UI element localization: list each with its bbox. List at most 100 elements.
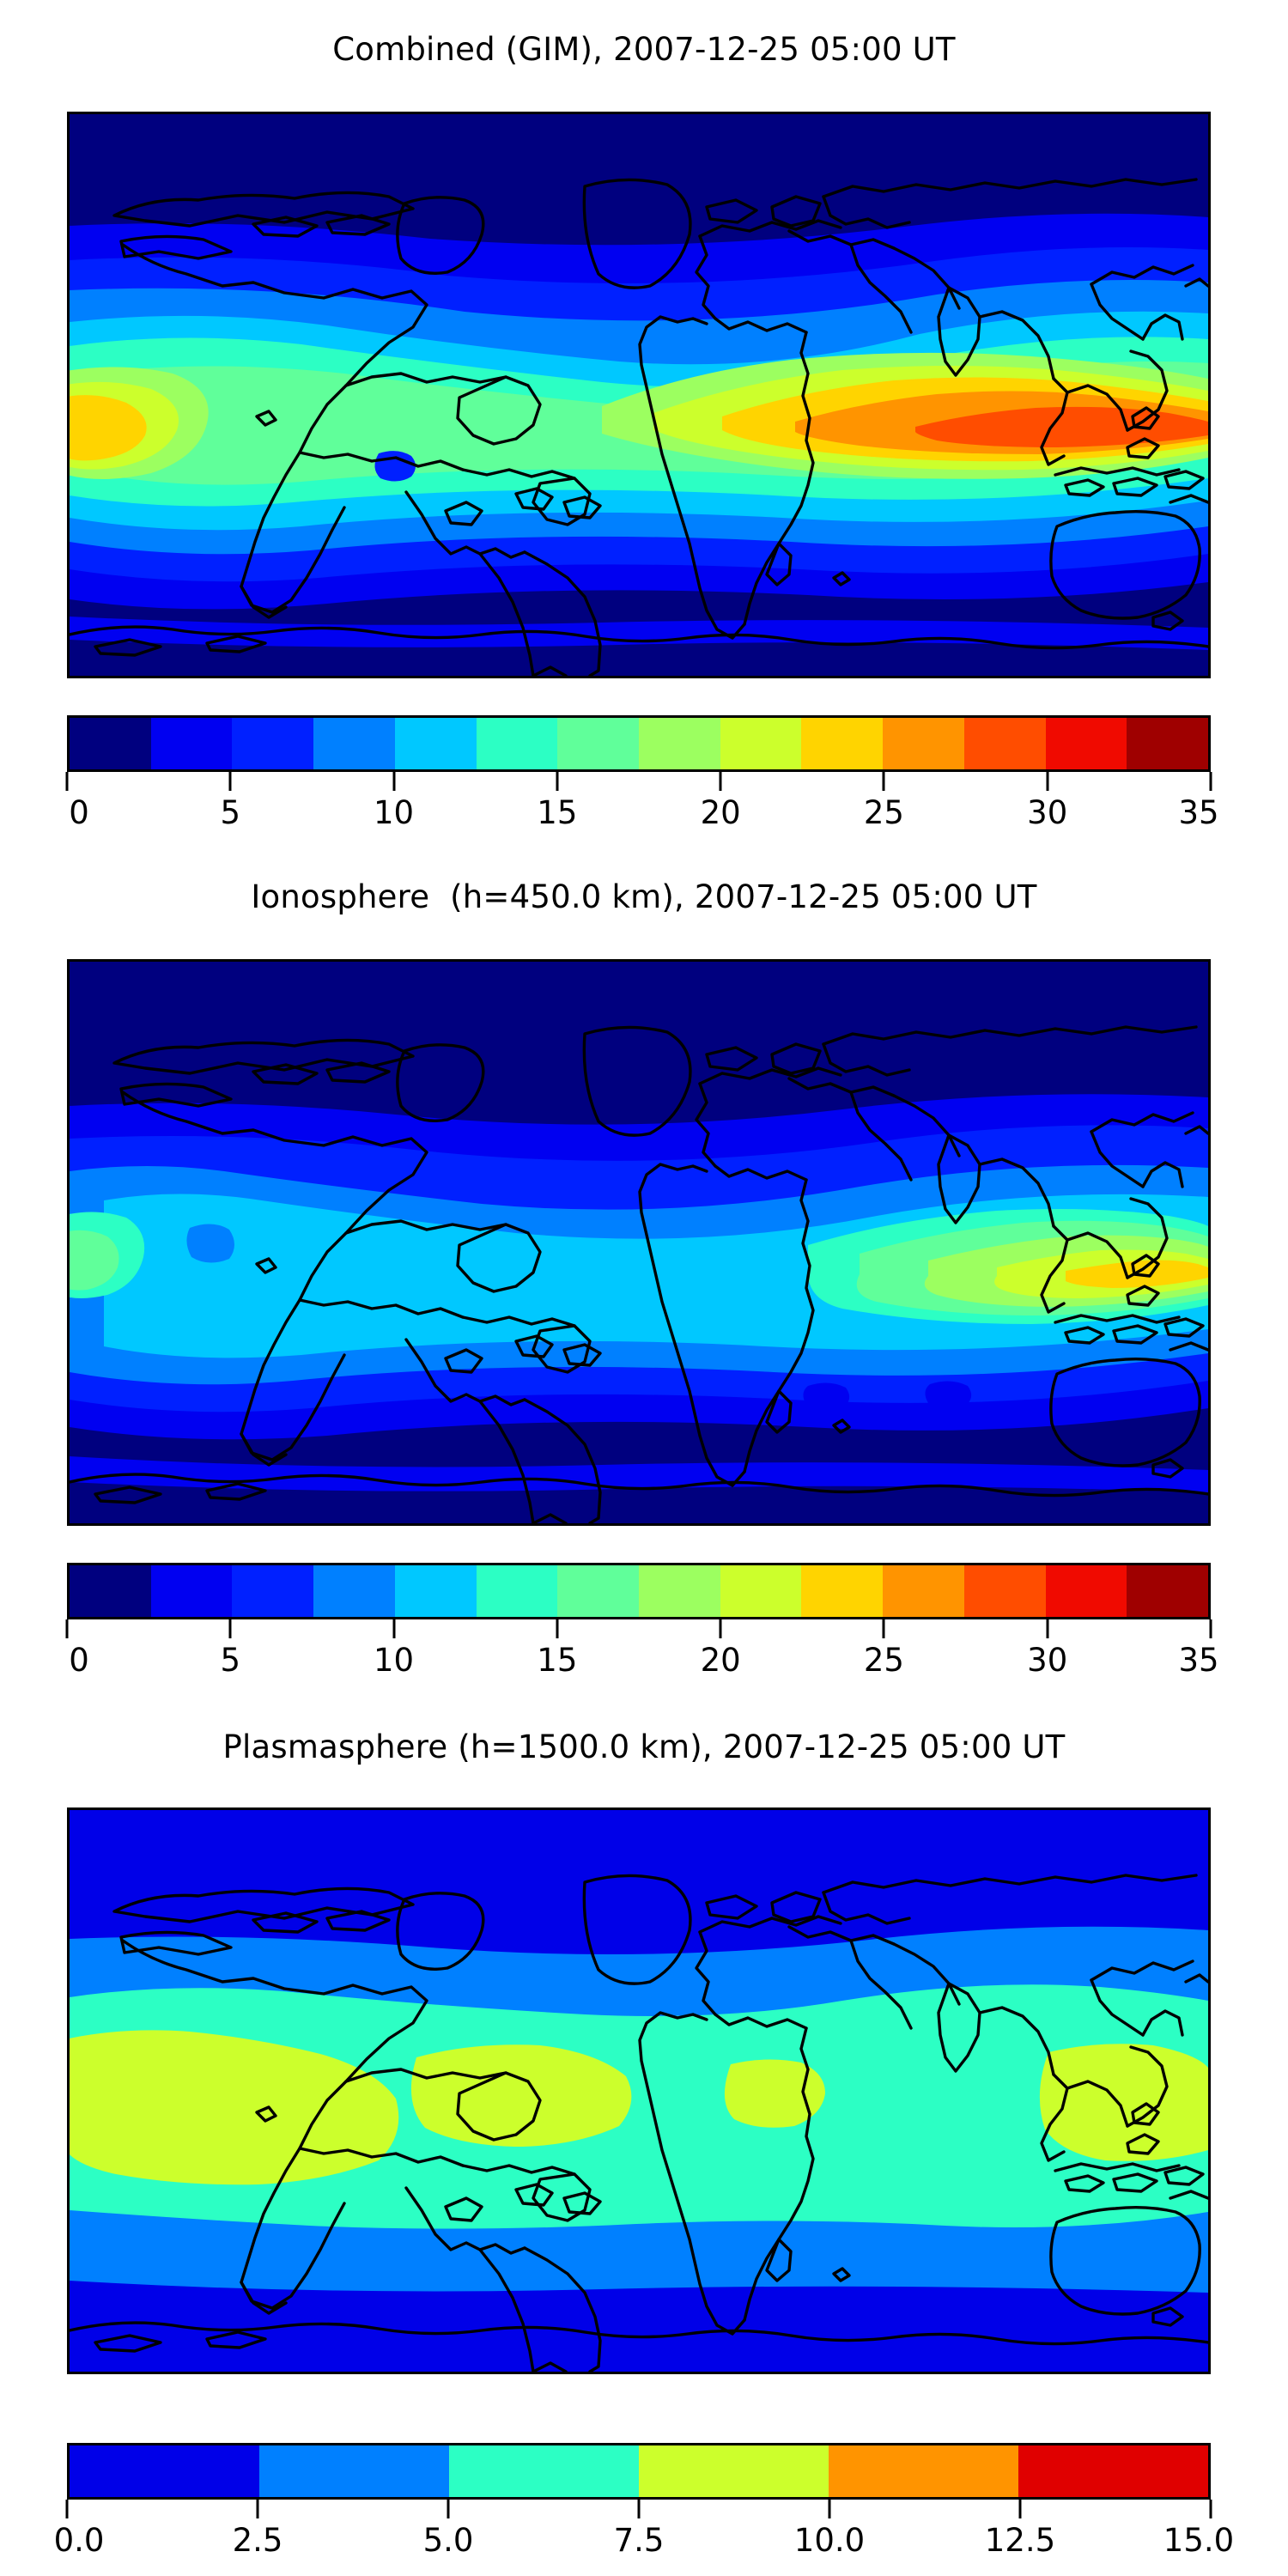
colorbar-tick-label-2: 10: [374, 794, 415, 831]
coastlines-plasmasphere: [70, 1874, 1208, 2372]
colorbar-tick-label-0: 0: [69, 1642, 89, 1679]
colorbar-tick-7: [1209, 1619, 1212, 1638]
contour-field-combined: [70, 114, 1208, 676]
colorbar-tick-5: [882, 1619, 885, 1638]
colorbar-band-3: [639, 2445, 829, 2497]
colorbar-band-4: [394, 718, 477, 769]
colorbar-tick-label-1: 5: [220, 1642, 241, 1679]
colorbar-tick-label-2: 5.0: [422, 2522, 474, 2559]
colorbar-plasmasphere: 0.0 2.5 5.0 7.5 10.0 12.5 15.0: [54, 2443, 1235, 2563]
colorbar-tick-2: [447, 2500, 450, 2518]
colorbar-tick-label-0: 0.0: [53, 2522, 105, 2559]
colorbar-tick-label-6: 15.0: [1163, 2522, 1235, 2559]
colorbar-tick-4: [719, 1619, 722, 1638]
colorbar-band-1: [150, 718, 233, 769]
coastlines-combined: [70, 178, 1208, 676]
colorbar-tick-6: [1046, 772, 1049, 791]
colorbar-tick-6: [1209, 2500, 1212, 2518]
colorbar-tick-1: [228, 1619, 232, 1638]
colorbar-combined-labels: 0 5 10 15 20 25 30 35: [67, 794, 1218, 835]
colorbar-tick-label-5: 12.5: [984, 2522, 1056, 2559]
colorbar-tick-1: [228, 772, 232, 791]
map-ionosphere-svg: [70, 962, 1208, 1523]
colorbar-band-7: [639, 718, 720, 769]
colorbar-tick-0: [65, 2500, 69, 2518]
contour-field-plasmasphere: [70, 1810, 1208, 2372]
colorbar-tick-label-7: 35: [1178, 1642, 1219, 1679]
contour-field-ionosphere: [70, 962, 1208, 1523]
colorbar-tick-5: [882, 772, 885, 791]
colorbar-band-2: [232, 718, 314, 769]
colorbar-band-13: [1127, 718, 1208, 769]
colorbar-tick-4: [719, 772, 722, 791]
colorbar-tick-0: [65, 772, 69, 791]
panel-title-ionosphere: Ionosphere (h=450.0 km), 2007-12-25 05:0…: [251, 878, 1037, 915]
colorbar-ionosphere-labels: 0 5 10 15 20 25 30 35: [67, 1642, 1218, 1683]
colorbar-ionosphere-strip[interactable]: [67, 1563, 1211, 1619]
colorbar-tick-label-6: 30: [1027, 1642, 1068, 1679]
colorbar-tick-label-4: 10.0: [793, 2522, 866, 2559]
colorbar-band-1: [150, 1565, 233, 1617]
colorbar-combined-ticks: [65, 772, 1212, 794]
colorbar-combined-strip[interactable]: [67, 715, 1211, 772]
colorbar-tick-label-5: 25: [863, 1642, 904, 1679]
colorbar-band-12: [1045, 1565, 1127, 1617]
colorbar-tick-4: [828, 2500, 831, 2518]
colorbar-band-9: [801, 718, 884, 769]
colorbar-plasmasphere-labels: 0.0 2.5 5.0 7.5 10.0 12.5 15.0: [54, 2522, 1235, 2563]
colorbar-tick-label-4: 20: [700, 794, 741, 831]
colorbar-tick-label-1: 2.5: [232, 2522, 283, 2559]
colorbar-band-11: [963, 718, 1046, 769]
colorbar-tick-label-3: 15: [537, 1642, 578, 1679]
colorbar-band-6: [557, 1565, 640, 1617]
map-combined-svg: [70, 114, 1208, 676]
colorbar-band-3: [313, 718, 395, 769]
colorbar-band-1: [259, 2445, 449, 2497]
panel-title-combined: Combined (GIM), 2007-12-25 05:00 UT: [332, 31, 956, 68]
colorbar-tick-label-0: 0: [69, 794, 89, 831]
colorbar-tick-5: [1018, 2500, 1022, 2518]
colorbar-band-10: [883, 718, 964, 769]
colorbar-tick-label-6: 30: [1027, 794, 1068, 831]
colorbar-band-6: [557, 718, 640, 769]
colorbar-band-4: [829, 2445, 1018, 2497]
colorbar-tick-1: [256, 2500, 259, 2518]
map-plasmasphere: [67, 1807, 1211, 2374]
map-ionosphere: [67, 959, 1211, 1526]
colorbar-band-0: [70, 718, 151, 769]
colorbar-tick-label-5: 25: [863, 794, 904, 831]
colorbar-tick-3: [556, 1619, 559, 1638]
colorbar-tick-label-4: 20: [700, 1642, 741, 1679]
colorbar-band-8: [720, 718, 802, 769]
colorbar-band-0: [70, 2445, 259, 2497]
colorbar-tick-3: [556, 772, 559, 791]
colorbar-tick-7: [1209, 772, 1212, 791]
colorbar-tick-label-7: 35: [1178, 794, 1219, 831]
colorbar-band-2: [449, 2445, 639, 2497]
colorbar-tick-6: [1046, 1619, 1049, 1638]
map-plasmasphere-svg: [70, 1810, 1208, 2372]
coastlines-ionosphere: [70, 1025, 1208, 1523]
colorbar-band-9: [801, 1565, 884, 1617]
colorbar-ionosphere: 0 5 10 15 20 25 30 35: [65, 1563, 1219, 1683]
colorbar-band-3: [313, 1565, 395, 1617]
panel-title-plasmasphere: Plasmasphere (h=1500.0 km), 2007-12-25 0…: [222, 1728, 1066, 1765]
colorbar-band-8: [720, 1565, 802, 1617]
map-combined: [67, 112, 1211, 678]
colorbar-plasmasphere-ticks: [65, 2500, 1212, 2522]
colorbar-combined: 0 5 10 15 20 25 30 35: [65, 715, 1219, 835]
colorbar-band-4: [394, 1565, 477, 1617]
colorbar-tick-0: [65, 1619, 69, 1638]
colorbar-tick-label-3: 15: [537, 794, 578, 831]
colorbar-plasmasphere-strip[interactable]: [67, 2443, 1211, 2500]
colorbar-tick-label-3: 7.5: [613, 2522, 665, 2559]
colorbar-band-5: [476, 718, 558, 769]
colorbar-band-7: [639, 1565, 720, 1617]
colorbar-band-5: [476, 1565, 558, 1617]
colorbar-tick-2: [392, 1619, 396, 1638]
colorbar-tick-3: [637, 2500, 641, 2518]
colorbar-band-10: [883, 1565, 964, 1617]
colorbar-band-0: [70, 1565, 151, 1617]
colorbar-ionosphere-ticks: [65, 1619, 1212, 1642]
